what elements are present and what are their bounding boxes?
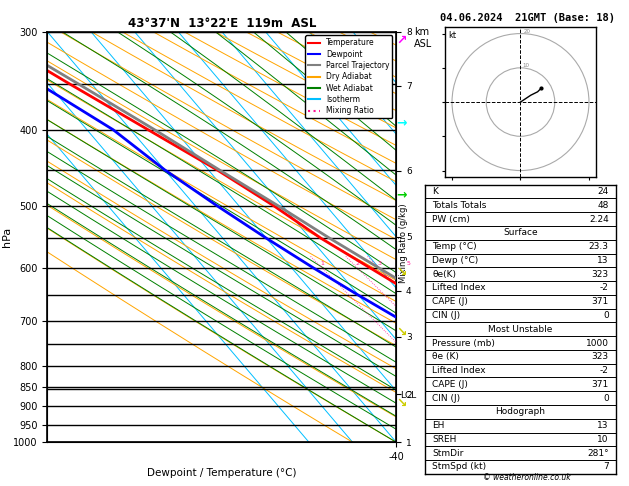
- Text: Mixing Ratio (g/kg): Mixing Ratio (g/kg): [399, 203, 408, 283]
- Y-axis label: km
ASL: km ASL: [414, 28, 432, 49]
- Title: 43°37'N  13°22'E  119m  ASL: 43°37'N 13°22'E 119m ASL: [128, 17, 316, 31]
- Text: © weatheronline.co.uk: © weatheronline.co.uk: [483, 473, 571, 482]
- Text: Dewp (°C): Dewp (°C): [432, 256, 479, 265]
- Text: 371: 371: [591, 297, 609, 306]
- Text: 2.24: 2.24: [589, 215, 609, 224]
- Legend: Temperature, Dewpoint, Parcel Trajectory, Dry Adiabat, Wet Adiabat, Isotherm, Mi: Temperature, Dewpoint, Parcel Trajectory…: [305, 35, 392, 118]
- X-axis label: Dewpoint / Temperature (°C): Dewpoint / Temperature (°C): [147, 468, 296, 478]
- Text: 7: 7: [603, 463, 609, 471]
- Text: Surface: Surface: [503, 228, 538, 237]
- Text: StmSpd (kt): StmSpd (kt): [432, 463, 486, 471]
- Text: StmDir: StmDir: [432, 449, 464, 458]
- Text: -2: -2: [600, 366, 609, 375]
- Text: ↘: ↘: [396, 397, 406, 410]
- Text: CIN (J): CIN (J): [432, 311, 460, 320]
- Text: 24: 24: [598, 187, 609, 196]
- Text: 10: 10: [522, 63, 529, 68]
- Text: 23.3: 23.3: [589, 242, 609, 251]
- Text: 371: 371: [591, 380, 609, 389]
- Text: ↘: ↘: [396, 266, 406, 278]
- Text: →: →: [396, 116, 406, 129]
- Text: 2: 2: [355, 261, 359, 266]
- Text: PW (cm): PW (cm): [432, 215, 470, 224]
- Text: →: →: [396, 188, 406, 201]
- Text: SREH: SREH: [432, 435, 457, 444]
- Text: θe(K): θe(K): [432, 270, 456, 278]
- Text: 20: 20: [524, 29, 531, 34]
- Text: Totals Totals: Totals Totals: [432, 201, 487, 210]
- Text: Most Unstable: Most Unstable: [488, 325, 553, 334]
- Text: CAPE (J): CAPE (J): [432, 380, 468, 389]
- Text: 281°: 281°: [587, 449, 609, 458]
- Text: 0: 0: [603, 394, 609, 402]
- Text: CAPE (J): CAPE (J): [432, 297, 468, 306]
- Text: 323: 323: [592, 270, 609, 278]
- Text: Temp (°C): Temp (°C): [432, 242, 477, 251]
- Text: 04.06.2024  21GMT (Base: 18): 04.06.2024 21GMT (Base: 18): [440, 13, 615, 23]
- Text: 3: 3: [377, 261, 381, 266]
- Text: ↘: ↘: [396, 327, 406, 339]
- Text: K: K: [432, 187, 438, 196]
- Text: Hodograph: Hodograph: [496, 407, 545, 417]
- Text: Lifted Index: Lifted Index: [432, 366, 486, 375]
- Text: θe (K): θe (K): [432, 352, 459, 361]
- Text: ↗: ↗: [396, 34, 406, 46]
- Text: 1: 1: [320, 261, 324, 266]
- Text: 5: 5: [406, 261, 410, 266]
- Text: 1000: 1000: [586, 339, 609, 347]
- Text: kt: kt: [448, 31, 456, 40]
- Text: 10: 10: [598, 435, 609, 444]
- Y-axis label: hPa: hPa: [1, 227, 11, 247]
- Text: EH: EH: [432, 421, 445, 430]
- Text: CIN (J): CIN (J): [432, 394, 460, 402]
- Text: 323: 323: [592, 352, 609, 361]
- Text: -2: -2: [600, 283, 609, 293]
- Text: 13: 13: [598, 421, 609, 430]
- Text: LCL: LCL: [400, 391, 416, 400]
- Text: 48: 48: [598, 201, 609, 210]
- Text: 13: 13: [598, 256, 609, 265]
- Text: 0: 0: [603, 311, 609, 320]
- Text: Pressure (mb): Pressure (mb): [432, 339, 495, 347]
- Text: Lifted Index: Lifted Index: [432, 283, 486, 293]
